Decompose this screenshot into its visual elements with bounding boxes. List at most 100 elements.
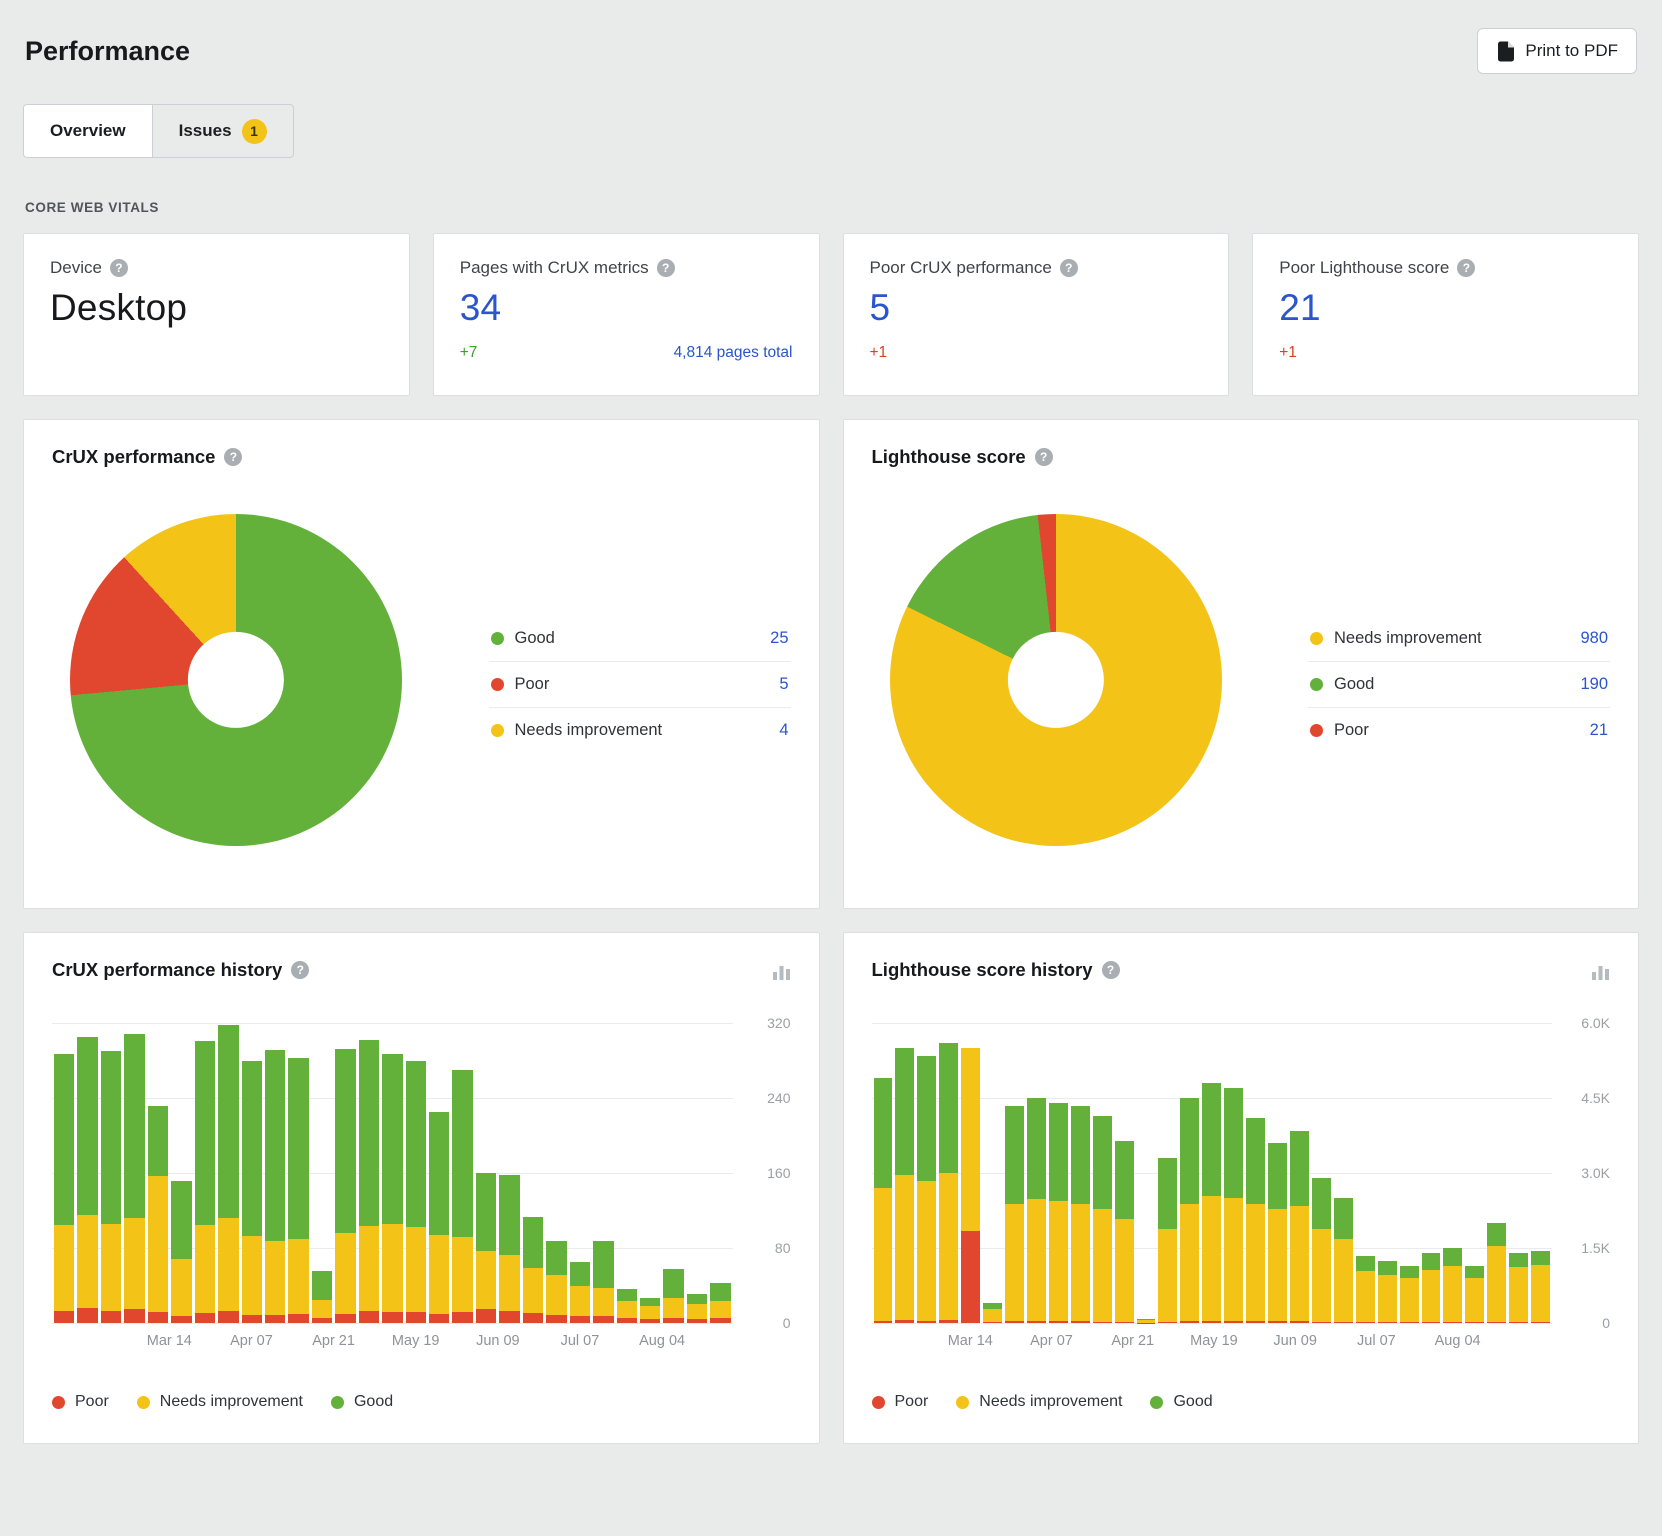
stacked-bar: [1093, 1023, 1112, 1323]
bars-container: [874, 1023, 1551, 1323]
needs_improvement-segment: [1465, 1278, 1484, 1323]
stacked-bar: [570, 1023, 590, 1323]
crux-history-card: CrUX performance history ? Mar 14Apr 07A…: [23, 932, 820, 1444]
poor-crux-value[interactable]: 5: [870, 287, 1203, 329]
help-icon[interactable]: ?: [1060, 259, 1078, 277]
legend-value-link[interactable]: 980: [1580, 629, 1608, 648]
needs_improvement-segment: [218, 1218, 238, 1311]
tab-issues[interactable]: Issues 1: [153, 105, 293, 157]
legend-value-link[interactable]: 25: [770, 629, 788, 648]
lighthouse-donut-legend: Needs improvement980Good190Poor21: [1308, 616, 1610, 753]
device-value: Desktop: [50, 287, 383, 329]
stat-foot-row: +1: [870, 344, 1203, 362]
poor-segment: [1443, 1322, 1462, 1323]
poor-crux-card: Poor CrUX performance ? 5 +1: [843, 233, 1230, 396]
needs_improvement-segment: [1158, 1229, 1177, 1322]
plot-column: Mar 14Apr 07Apr 21May 19Jun 09Jul 07Aug …: [872, 1023, 1553, 1359]
pages-with-crux-value[interactable]: 34: [460, 287, 793, 329]
page-title: Performance: [25, 36, 190, 67]
legend-label: Poor: [75, 1393, 109, 1411]
tab-overview[interactable]: Overview: [24, 105, 153, 157]
stacked-bar: [218, 1023, 238, 1323]
legend-item: Needs improvement: [137, 1393, 303, 1411]
needs_improvement-segment: [148, 1176, 168, 1312]
needs_improvement-segment: [874, 1188, 893, 1321]
poor-segment: [1224, 1321, 1243, 1324]
poor-lighthouse-value[interactable]: 21: [1279, 287, 1612, 329]
good-dot: [1150, 1396, 1163, 1409]
delta-badge: +1: [870, 344, 888, 362]
stacked-bar: [895, 1023, 914, 1323]
good-segment: [54, 1054, 74, 1225]
help-icon[interactable]: ?: [110, 259, 128, 277]
stacked-bar: [1290, 1023, 1309, 1323]
needs_improvement-segment: [1356, 1271, 1375, 1322]
device-label: Device: [50, 258, 102, 278]
bar-chart-icon[interactable]: [1591, 963, 1610, 981]
stacked-bar: [1180, 1023, 1199, 1323]
poor-segment: [101, 1311, 121, 1323]
legend-label: Good: [1334, 675, 1580, 694]
good-segment: [124, 1034, 144, 1218]
stacked-bar: [1422, 1023, 1441, 1323]
needs_improvement-segment: [640, 1306, 660, 1319]
poor-segment: [195, 1313, 215, 1323]
lighthouse-history-card: Lighthouse score history ? Mar 14Apr 07A…: [843, 932, 1640, 1444]
legend-value-link[interactable]: 4: [779, 721, 788, 740]
help-icon[interactable]: ?: [1035, 448, 1053, 466]
legend-label: Needs improvement: [160, 1393, 303, 1411]
help-icon[interactable]: ?: [224, 448, 242, 466]
stacked-bar-chart: Mar 14Apr 07Apr 21May 19Jun 09Jul 07Aug …: [52, 1023, 791, 1359]
x-axis: Mar 14Apr 07Apr 21May 19Jun 09Jul 07Aug …: [872, 1333, 1553, 1359]
poor-dot: [872, 1396, 885, 1409]
help-icon[interactable]: ?: [1457, 259, 1475, 277]
stacked-bar: [335, 1023, 355, 1323]
y-axis-label: 80: [775, 1240, 791, 1256]
help-icon[interactable]: ?: [1102, 961, 1120, 979]
needs_improvement-segment: [1071, 1204, 1090, 1322]
bar-chart-icon[interactable]: [772, 963, 791, 981]
poor-segment: [1531, 1322, 1550, 1323]
poor-segment: [523, 1313, 543, 1323]
good-segment: [476, 1173, 496, 1251]
help-icon[interactable]: ?: [291, 961, 309, 979]
legend-value-link[interactable]: 190: [1580, 675, 1608, 694]
poor-segment: [1400, 1322, 1419, 1323]
card-title-row: CrUX performance history ?: [52, 959, 791, 981]
needs_improvement-segment: [1378, 1275, 1397, 1323]
pages-total-link[interactable]: 4,814 pages total: [674, 344, 793, 362]
good-segment: [939, 1043, 958, 1173]
good-segment: [1531, 1251, 1550, 1266]
good-segment: [1180, 1098, 1199, 1204]
poor-segment: [917, 1321, 936, 1324]
stacked-bar: [983, 1023, 1002, 1323]
stacked-bar: [1224, 1023, 1243, 1323]
stat-foot-row: +1: [1279, 344, 1612, 362]
stacked-bar: [171, 1023, 191, 1323]
legend-value-link[interactable]: 5: [779, 675, 788, 694]
x-axis-label: Apr 07: [230, 1333, 273, 1349]
card-title-row: Lighthouse score ?: [872, 446, 1611, 468]
good-dot: [1310, 678, 1323, 691]
legend-value-link[interactable]: 21: [1590, 721, 1608, 740]
y-axis-label: 1.5K: [1581, 1240, 1610, 1256]
good-segment: [148, 1106, 168, 1176]
poor-segment: [1005, 1321, 1024, 1323]
print-to-pdf-button[interactable]: Print to PDF: [1477, 28, 1637, 74]
good-segment: [917, 1056, 936, 1181]
needs_improvement-segment: [1180, 1204, 1199, 1322]
x-axis-label: Mar 14: [948, 1333, 993, 1349]
poor-segment: [1093, 1322, 1112, 1324]
good-segment: [218, 1025, 238, 1218]
poor-segment: [1334, 1322, 1353, 1324]
good-segment: [1422, 1253, 1441, 1270]
legend-label: Poor: [895, 1393, 929, 1411]
good-segment: [1246, 1118, 1265, 1204]
good-segment: [663, 1269, 683, 1298]
good-segment: [1465, 1266, 1484, 1278]
legend-label: Needs improvement: [515, 721, 780, 740]
legend-label: Poor: [1334, 721, 1590, 740]
poor-segment: [242, 1315, 262, 1323]
help-icon[interactable]: ?: [657, 259, 675, 277]
lighthouse-score-card: Lighthouse score ? Needs improvement980G…: [843, 419, 1640, 909]
